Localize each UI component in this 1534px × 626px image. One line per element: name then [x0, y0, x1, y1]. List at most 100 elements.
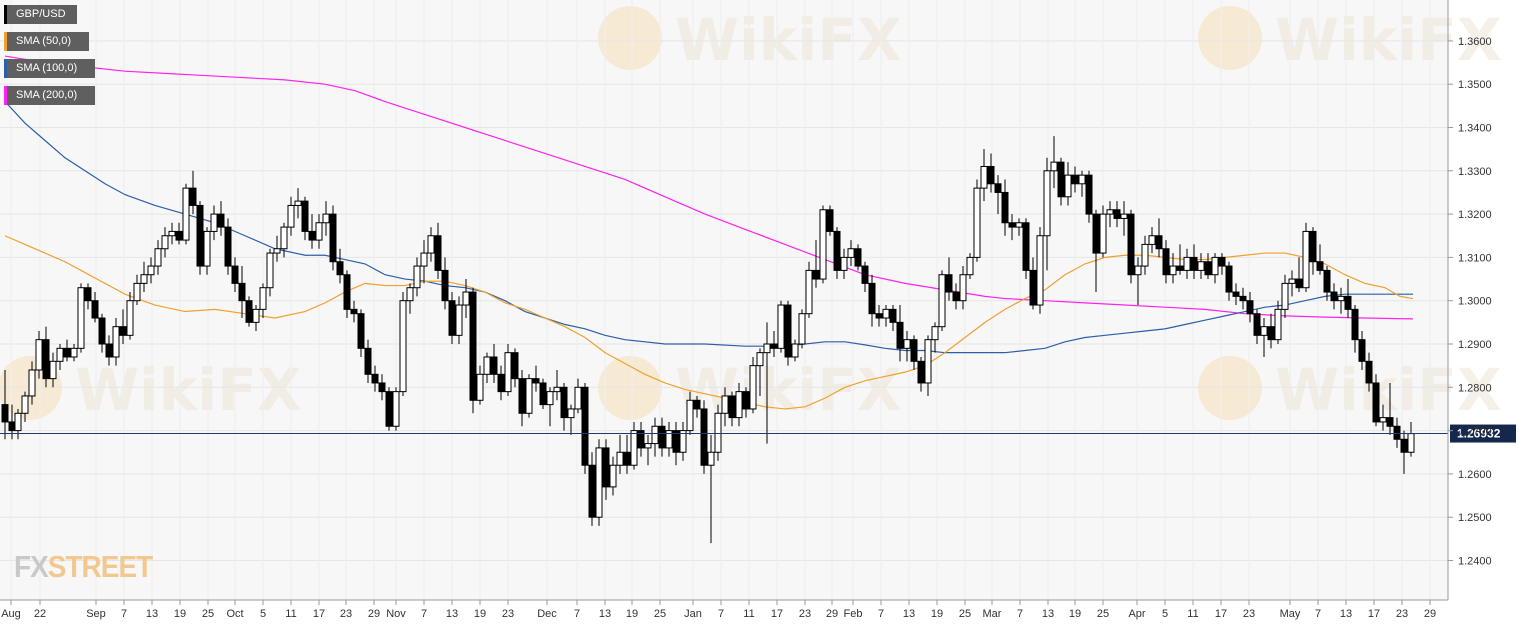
candle	[245, 296, 253, 327]
candle-body	[665, 430, 673, 449]
candle-body	[658, 425, 666, 449]
x-tick-label: 23	[799, 608, 811, 620]
candle	[1113, 201, 1121, 228]
candle-body	[805, 269, 813, 315]
candle	[875, 305, 883, 327]
candle-body	[1225, 265, 1233, 293]
candle	[231, 257, 239, 293]
candle	[483, 352, 491, 383]
candle	[1162, 240, 1170, 284]
candle	[133, 274, 141, 306]
legend-item[interactable]: SMA (200,0)	[4, 86, 95, 105]
candle-body	[826, 209, 834, 232]
candle	[1085, 170, 1093, 223]
candle	[462, 279, 470, 319]
candle-body	[1022, 222, 1030, 271]
candle	[686, 391, 694, 435]
candle	[1141, 235, 1149, 275]
candle-body	[133, 282, 141, 302]
candle	[980, 149, 988, 202]
candle	[567, 404, 575, 435]
candle	[1155, 218, 1163, 258]
sma-200-line	[4, 55, 1414, 320]
candle-body	[1183, 256, 1191, 271]
candle	[280, 222, 288, 258]
x-tick-label: 19	[931, 608, 943, 620]
candle-body	[735, 391, 743, 419]
candle-body	[966, 256, 974, 276]
candle-body	[567, 408, 575, 419]
x-tick-label: 7	[574, 608, 580, 620]
candle	[770, 331, 778, 357]
candle	[1358, 331, 1366, 370]
candle	[1330, 283, 1338, 310]
candle	[1204, 253, 1212, 280]
candle	[1008, 214, 1016, 241]
candle	[497, 365, 505, 401]
candle	[728, 391, 736, 427]
candle	[735, 382, 743, 427]
candle-body	[119, 326, 127, 336]
candle-body	[889, 308, 897, 323]
candle	[322, 201, 330, 236]
watermark-logo-icon	[1198, 6, 1262, 70]
x-tick-label: 25	[1097, 608, 1109, 620]
legend-item[interactable]: GBP/USD	[4, 5, 77, 24]
candle-body	[315, 222, 323, 241]
candle-body	[147, 265, 155, 276]
legend-item[interactable]: SMA (100,0)	[4, 59, 95, 78]
candle	[441, 257, 449, 310]
y-tick-label: 1.3500	[1458, 79, 1492, 91]
candle	[1393, 417, 1401, 448]
candle-body	[196, 204, 204, 267]
candle	[672, 421, 680, 466]
candle-body	[1113, 209, 1121, 219]
candle-body	[1337, 295, 1345, 302]
candle-body	[511, 352, 519, 380]
candle-body	[224, 226, 232, 267]
candle-body	[259, 287, 267, 310]
candle	[1281, 274, 1289, 319]
candle	[1386, 382, 1394, 435]
candle	[1274, 300, 1282, 344]
time-axis: Aug 22 Sep 7 13 19 25 Oct 5 11 17 23 29 Nov 7 13 19 23 Dec…	[1, 600, 1436, 620]
candle-body	[161, 235, 169, 250]
y-tick-label: 1.3400	[1458, 123, 1492, 135]
candle-body	[308, 230, 316, 241]
candle	[434, 222, 442, 280]
x-tick-label: 19	[474, 608, 486, 620]
x-tick-label: 25	[959, 608, 971, 620]
candle	[1239, 287, 1247, 310]
candle	[28, 361, 36, 405]
candle-body	[840, 256, 848, 271]
candle	[1309, 227, 1317, 275]
candle	[98, 313, 106, 353]
candle-body	[1309, 230, 1317, 263]
candle	[1372, 374, 1380, 427]
candle	[973, 179, 981, 262]
watermark-logo-icon	[598, 6, 662, 70]
candle	[903, 331, 911, 362]
candle-body	[847, 248, 855, 258]
candle-body	[210, 213, 218, 232]
x-tick-label: 19	[174, 608, 186, 620]
candle	[238, 266, 246, 319]
candle	[126, 292, 134, 340]
watermark-text: WikiFX	[75, 356, 302, 424]
candle	[1134, 257, 1142, 306]
candle-body	[1169, 265, 1177, 276]
candle	[882, 305, 890, 327]
candle	[147, 257, 155, 284]
candle-body	[1008, 222, 1016, 228]
candle	[210, 205, 218, 241]
candle	[637, 421, 645, 457]
legend-item[interactable]: SMA (50,0)	[4, 32, 89, 51]
candle-body	[644, 443, 652, 449]
candle-body	[602, 447, 610, 488]
candle-body	[1246, 300, 1254, 315]
candle	[609, 456, 617, 496]
y-tick-label: 1.2500	[1458, 512, 1492, 524]
candle-body	[1344, 295, 1352, 310]
candle	[49, 352, 57, 388]
